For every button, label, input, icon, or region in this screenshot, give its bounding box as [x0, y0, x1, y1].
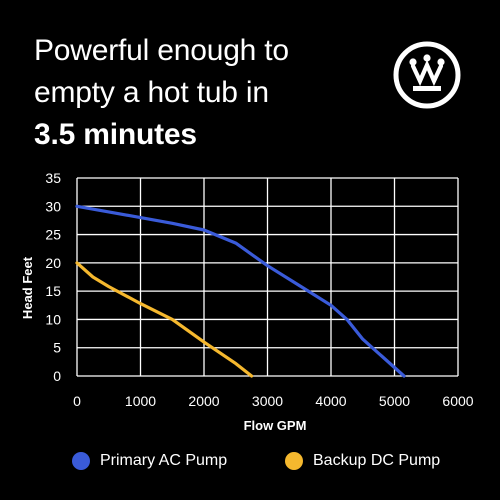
tick-layer: 0 1000 2000 3000 4000 5000 6000 0 5 10 15 20 25 30 35: [45, 170, 473, 409]
legend-label-primary: Primary AC Pump: [100, 452, 228, 469]
y-tick-label: 0: [53, 368, 61, 384]
y-tick-label: 15: [45, 283, 61, 299]
legend-swatch-backup: [285, 452, 303, 470]
x-axis-label: Flow GPM: [244, 418, 307, 433]
y-tick-label: 5: [53, 340, 61, 356]
westinghouse-logo-icon: [393, 41, 461, 109]
x-tick-label: 1000: [125, 393, 156, 409]
grid-layer: [76, 177, 459, 377]
x-tick-label: 4000: [315, 393, 346, 409]
legend-item-backup: Backup DC Pump: [285, 452, 440, 470]
headline: Powerful enough to empty a hot tub in 3.…: [34, 30, 289, 156]
y-tick-label: 25: [45, 227, 61, 243]
legend-label-backup: Backup DC Pump: [313, 452, 441, 469]
y-tick-label: 10: [45, 311, 61, 327]
x-tick-label: 6000: [442, 393, 473, 409]
series-layer: [75, 204, 406, 378]
legend: Primary AC Pump Backup DC Pump: [0, 448, 500, 478]
legend-item-primary: Primary AC Pump: [72, 452, 227, 470]
headline-line-1: Powerful enough to: [34, 34, 289, 67]
x-tick-label: 0: [73, 393, 81, 409]
pump-curve-chart: 0 1000 2000 3000 4000 5000 6000 0 5 10 15 20 25 30 35 …: [0, 160, 500, 450]
x-tick-label: 2000: [188, 393, 219, 409]
y-axis-label: Head Feet: [20, 256, 35, 319]
y-tick-label: 30: [45, 198, 61, 214]
y-tick-label: 35: [45, 170, 61, 186]
x-tick-label: 5000: [379, 393, 410, 409]
headline-line-3: 3.5 minutes: [34, 118, 197, 151]
y-tick-label: 20: [45, 255, 61, 271]
legend-swatch-primary: [72, 452, 90, 470]
x-tick-label: 3000: [252, 393, 283, 409]
chart-canvas: 0 1000 2000 3000 4000 5000 600005101520253035 …: [20, 170, 474, 433]
headline-line-2: empty a hot tub in: [34, 76, 269, 109]
